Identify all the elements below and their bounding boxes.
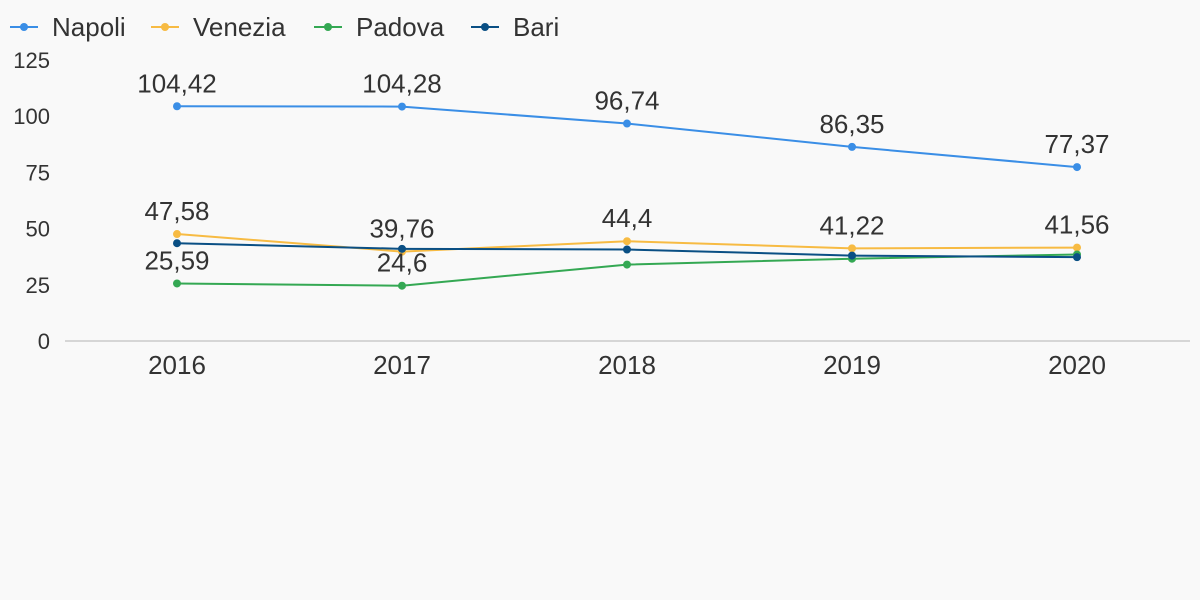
legend-marker-bari xyxy=(481,23,489,31)
data-point-bari xyxy=(1073,253,1081,262)
data-labels: 104,42 104,28 96,74 86,35 77,37 47,58 39,76 44,… xyxy=(137,68,1109,277)
data-point-napoli xyxy=(398,102,406,111)
legend-label-napoli: Napoli xyxy=(52,12,126,42)
data-label-venezia: 41,22 xyxy=(819,210,884,240)
data-label-venezia: 39,76 xyxy=(369,214,434,244)
y-axis: 0 25 50 75 100 125 xyxy=(13,48,50,354)
data-point-napoli xyxy=(173,102,181,111)
legend-marker-padova xyxy=(324,23,332,31)
y-tick-label: 75 xyxy=(26,160,50,185)
x-tick-label: 2017 xyxy=(373,350,431,380)
data-point-venezia xyxy=(1073,243,1081,252)
x-tick-label: 2019 xyxy=(823,350,881,380)
y-tick-label: 0 xyxy=(38,329,50,354)
data-point-bari xyxy=(398,244,406,253)
data-label-napoli: 77,37 xyxy=(1044,129,1109,159)
data-label-padova: 24,6 xyxy=(377,248,428,278)
legend-label-padova: Padova xyxy=(356,12,445,42)
legend-label-bari: Bari xyxy=(513,12,559,42)
data-label-venezia: 44,4 xyxy=(602,203,653,233)
data-point-bari xyxy=(623,245,631,254)
data-label-napoli: 104,42 xyxy=(137,68,217,98)
data-point-venezia xyxy=(623,237,631,246)
chart-legend: Napoli Venezia Padova Bari xyxy=(10,12,559,42)
x-tick-label: 2020 xyxy=(1048,350,1106,380)
series-lines xyxy=(176,105,1078,287)
series-line-padova xyxy=(176,253,1078,287)
data-point-napoli xyxy=(848,142,856,151)
data-point-padova xyxy=(398,281,406,290)
data-point-padova xyxy=(173,279,181,288)
data-point-venezia xyxy=(848,244,856,253)
series-points xyxy=(173,102,1081,290)
data-label-venezia: 41,56 xyxy=(1044,210,1109,240)
data-label-napoli: 86,35 xyxy=(819,109,884,139)
y-tick-label: 50 xyxy=(26,217,50,242)
data-point-venezia xyxy=(173,230,181,239)
x-axis: 2016 2017 2018 2019 2020 xyxy=(148,350,1106,380)
data-label-napoli: 96,74 xyxy=(594,86,659,116)
x-tick-label: 2016 xyxy=(148,350,206,380)
legend-item-bari: Bari xyxy=(471,12,559,42)
legend-item-napoli: Napoli xyxy=(10,12,126,42)
legend-item-padova: Padova xyxy=(314,12,445,42)
y-tick-label: 100 xyxy=(13,104,50,129)
data-label-venezia: 47,58 xyxy=(144,196,209,226)
data-point-napoli xyxy=(1073,163,1081,172)
legend-item-venezia: Venezia xyxy=(151,12,286,42)
y-tick-label: 25 xyxy=(26,273,50,298)
legend-marker-napoli xyxy=(20,23,28,31)
data-point-padova xyxy=(623,260,631,269)
data-point-bari xyxy=(848,251,856,260)
data-label-napoli: 104,28 xyxy=(362,69,442,99)
data-label-padova: 25,59 xyxy=(144,245,209,275)
x-tick-label: 2018 xyxy=(598,350,656,380)
y-tick-label: 125 xyxy=(13,48,50,73)
data-point-napoli xyxy=(623,119,631,128)
legend-marker-venezia xyxy=(161,23,169,31)
legend-label-venezia: Venezia xyxy=(193,12,286,42)
data-point-bari xyxy=(173,239,181,248)
